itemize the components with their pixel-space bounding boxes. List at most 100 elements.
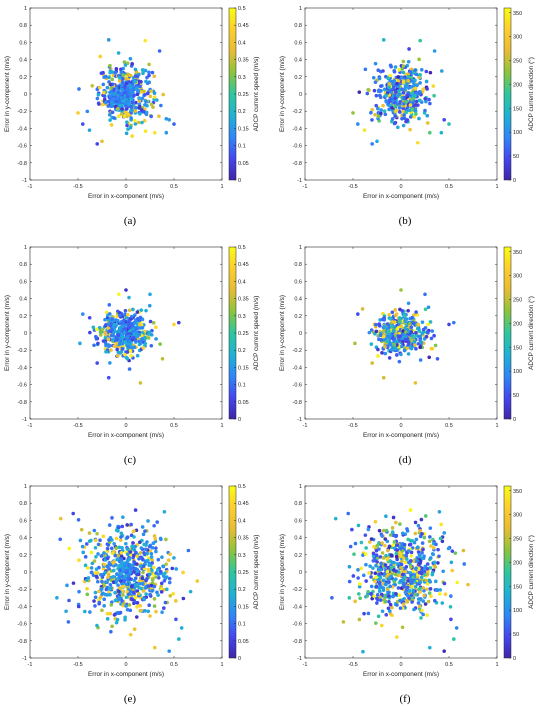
data-point [168, 593, 172, 598]
x-tick-label: 1 [220, 184, 223, 190]
data-point [92, 343, 96, 348]
data-point [85, 592, 90, 597]
data-point [125, 607, 130, 612]
colorbar-tick-label: 150 [513, 106, 522, 112]
data-point [403, 87, 407, 92]
data-point [119, 91, 124, 96]
data-point [392, 539, 397, 544]
data-point [88, 330, 92, 335]
data-point [102, 90, 106, 95]
data-point [159, 103, 163, 108]
data-point [347, 579, 352, 584]
y-tick-label: -0.4 [293, 126, 302, 132]
data-point [418, 81, 422, 85]
data-point [398, 606, 403, 610]
data-point [401, 578, 406, 582]
data-point [374, 621, 378, 625]
data-point [128, 608, 133, 613]
data-point [399, 562, 404, 567]
data-point [91, 325, 96, 330]
data-point [432, 49, 437, 53]
colorbar-tick-label: 200 [513, 560, 522, 566]
data-point [139, 308, 144, 312]
data-point [167, 580, 172, 585]
data-point [148, 292, 152, 297]
data-point [377, 547, 381, 551]
data-point [393, 65, 398, 69]
data-point [375, 593, 380, 597]
data-point [381, 375, 386, 380]
data-point [126, 127, 130, 131]
data-point [399, 352, 403, 357]
colorbar-tick-label: 350 [513, 250, 522, 256]
data-point [181, 596, 186, 601]
x-tick-label: -0.5 [348, 662, 357, 668]
data-point [117, 100, 121, 105]
data-point [421, 87, 425, 91]
y-tick-label: -1 [22, 656, 27, 662]
data-point [147, 572, 152, 577]
data-point [156, 593, 160, 597]
data-point [450, 568, 455, 573]
data-point [111, 568, 116, 573]
data-point [452, 637, 456, 641]
data-point [140, 325, 145, 330]
data-point [111, 331, 116, 336]
data-point [149, 333, 154, 337]
data-point [133, 74, 138, 78]
data-point [407, 86, 411, 90]
colorbar-label: ADCP current direction (°) [527, 535, 535, 609]
data-point [164, 537, 168, 542]
data-point [411, 569, 416, 573]
colorbar-tick-label: 150 [513, 345, 522, 351]
colorbar-tick-label: 100 [513, 369, 522, 375]
data-point [164, 130, 169, 135]
data-point [423, 292, 427, 297]
data-point [106, 343, 111, 347]
data-point [399, 586, 404, 591]
data-point [113, 598, 118, 603]
data-point [392, 320, 397, 325]
data-point [419, 517, 424, 522]
colorbar [503, 7, 512, 181]
data-point [364, 562, 368, 567]
data-point [124, 604, 128, 608]
data-point [427, 97, 431, 102]
data-point [97, 589, 101, 594]
data-point [378, 595, 382, 600]
data-point [145, 551, 150, 556]
y-tick-label: 0.4 [294, 58, 302, 64]
data-point [135, 353, 140, 358]
data-point [119, 554, 124, 558]
data-point [158, 342, 162, 346]
data-point [429, 346, 434, 351]
data-point [381, 578, 386, 583]
data-point [409, 565, 413, 569]
data-point [367, 571, 371, 575]
data-point [112, 344, 117, 348]
data-point [107, 523, 112, 527]
data-point [87, 539, 92, 543]
data-point [98, 329, 103, 334]
data-point [393, 313, 398, 318]
data-point [155, 568, 160, 572]
data-point [129, 566, 133, 571]
data-point [146, 519, 150, 523]
x-tick-label: -1 [303, 184, 308, 190]
data-point [128, 56, 133, 61]
data-point [104, 349, 108, 354]
data-point [148, 319, 153, 324]
data-point [111, 561, 115, 566]
data-point [101, 534, 106, 539]
data-point [356, 122, 360, 126]
data-point [401, 340, 405, 344]
data-point [125, 350, 130, 354]
scatter-panel-f: -1 -0.5 0 0.5 1 1 0.8 0.6 0.4 0.2 0 -0.2 -0.4 -0.6 -0.… [275, 478, 550, 717]
data-point [164, 575, 169, 579]
data-point [387, 609, 392, 613]
data-point [152, 604, 157, 608]
data-point [123, 352, 127, 357]
data-point [188, 589, 193, 594]
data-point [394, 520, 398, 525]
data-point [125, 107, 129, 111]
